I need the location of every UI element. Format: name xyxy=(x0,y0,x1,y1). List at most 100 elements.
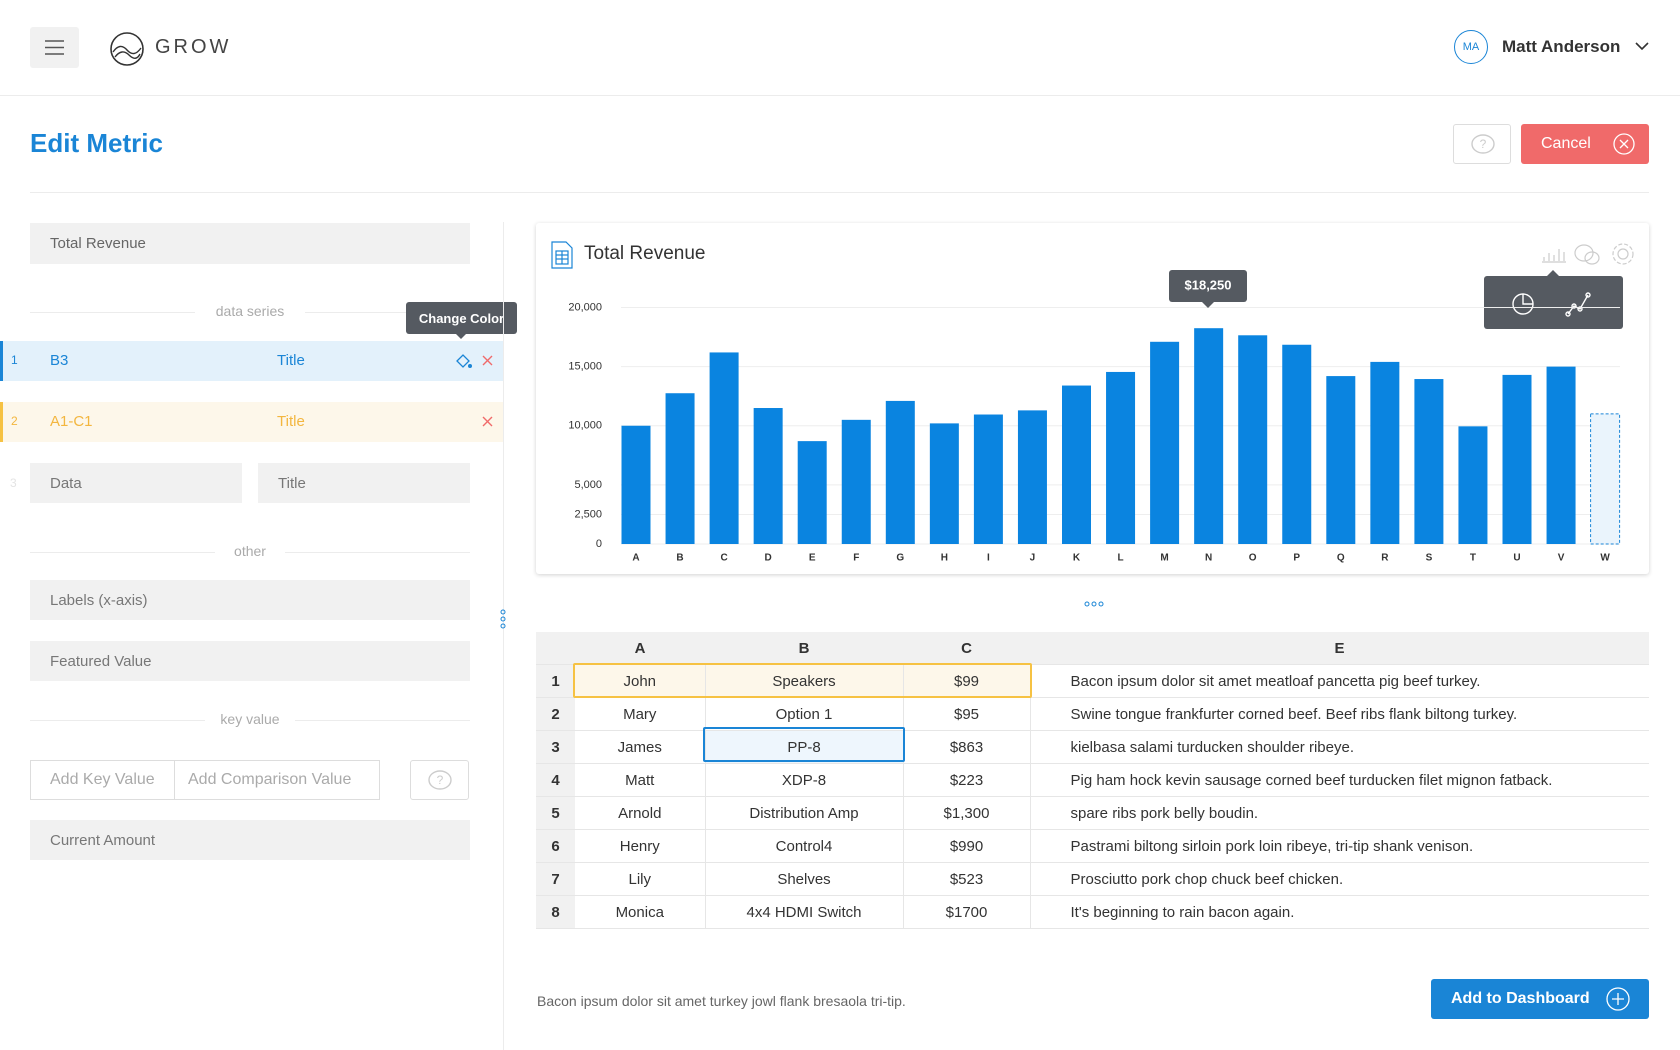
comparison-input[interactable]: Add Comparison Value xyxy=(188,771,352,788)
cancel-button[interactable]: Cancel xyxy=(1521,124,1649,164)
cell: Pig ham hock kevin sausage corned beef t… xyxy=(1029,763,1649,797)
x-tick-label: E xyxy=(809,553,816,564)
x-tick-label: P xyxy=(1293,553,1300,564)
row-number: 6 xyxy=(536,829,575,863)
series-index: 2 xyxy=(11,414,18,428)
header: GROW MA Matt Anderson xyxy=(0,0,1680,96)
cell: It's beginning to rain bacon again. xyxy=(1029,895,1649,929)
y-tick-label: 15,000 xyxy=(568,361,602,373)
cell: 4x4 HDMI Switch xyxy=(704,895,903,929)
x-tick-label: C xyxy=(720,553,727,564)
x-tick-label: R xyxy=(1381,553,1389,564)
help-button[interactable]: ? xyxy=(410,760,469,800)
table-row: 3 James PP-8 $863 kielbasa salami turducken … xyxy=(536,730,1649,764)
column-header: A xyxy=(575,632,705,665)
column-header: C xyxy=(903,632,1030,665)
bar xyxy=(753,408,783,544)
svg-text:?: ? xyxy=(437,773,444,787)
x-tick-label: F xyxy=(853,553,859,564)
cell: $99 xyxy=(902,664,1030,698)
menu-icon xyxy=(45,40,64,55)
table-row: 8 Monica 4x4 HDMI Switch $1700 It's beginnin… xyxy=(536,895,1649,929)
cell: Speakers xyxy=(704,664,903,698)
y-tick-label: 10,000 xyxy=(568,420,602,432)
avatar[interactable]: MA xyxy=(1454,30,1488,64)
cell: $1,300 xyxy=(902,796,1030,830)
cell: $1700 xyxy=(902,895,1030,929)
cell: Arnold xyxy=(575,796,705,830)
cell: John xyxy=(575,664,705,698)
chart-tools[interactable] xyxy=(1542,243,1634,265)
tooltip: Change Color xyxy=(406,302,517,339)
bar xyxy=(1194,328,1224,544)
cell: Option 1 xyxy=(704,697,903,731)
current-input[interactable]: Current Amount xyxy=(30,820,470,860)
svg-text:?: ? xyxy=(1480,137,1487,151)
chevron[interactable] xyxy=(1634,40,1650,52)
section-label: data series xyxy=(195,303,305,319)
cell: $95 xyxy=(902,697,1030,731)
resize-handle[interactable] xyxy=(498,608,508,632)
table-row: 7 Lily Shelves $523 Prosciutto pork chop chu… xyxy=(536,862,1649,896)
key-input[interactable]: Add Key Value xyxy=(50,771,155,788)
menu-pointer xyxy=(1547,270,1559,276)
series-row[interactable]: 1 B3 Title xyxy=(0,341,503,381)
bar xyxy=(841,419,871,544)
remove-icon[interactable] xyxy=(478,413,498,431)
x-tick-label: I xyxy=(987,553,990,564)
key-value-group: Add Key Value Add Comparison Value xyxy=(30,760,380,800)
cell: Bacon ipsum dolor sit amet meatloaf panc… xyxy=(1029,664,1649,698)
help-icon: ? xyxy=(428,770,452,790)
bar xyxy=(1106,371,1136,544)
add-button[interactable]: Add to Dashboard xyxy=(1431,979,1649,1019)
divider xyxy=(174,761,175,799)
bar xyxy=(1282,344,1312,544)
chart-type-menu[interactable] xyxy=(1484,276,1623,329)
bar xyxy=(929,423,959,544)
user-name[interactable]: Matt Anderson xyxy=(1502,37,1621,56)
series-row[interactable]: 2 A1-C1 Title xyxy=(0,402,503,442)
x-tick-label: A xyxy=(632,553,639,564)
chart: Total Revenue 0 2,500 5,000 10,000 15,000 20,… xyxy=(551,241,1634,564)
tooltip-pointer xyxy=(1202,302,1214,308)
labels-input[interactable]: Labels (x-axis) xyxy=(30,580,470,620)
range-input[interactable]: Data xyxy=(30,463,242,503)
cancel-icon xyxy=(1613,133,1635,155)
page-title: Edit Metric xyxy=(30,128,163,158)
cell: Shelves xyxy=(704,862,903,896)
series-index: 3 xyxy=(10,476,17,490)
x-tick-label: G xyxy=(896,553,904,564)
y-tick-label: 0 xyxy=(596,538,602,550)
chart-title: Total Revenue xyxy=(584,243,705,264)
cell: Lily xyxy=(575,862,705,896)
cell: $223 xyxy=(902,763,1030,797)
x-tick-label: Q xyxy=(1337,553,1345,564)
y-tick-label: 20,000 xyxy=(568,301,602,313)
x-tick-label: N xyxy=(1205,553,1212,564)
cell: $523 xyxy=(902,862,1030,896)
cell: $990 xyxy=(902,829,1030,863)
bar xyxy=(885,400,915,544)
divider xyxy=(30,192,1649,193)
row-number: 2 xyxy=(536,697,575,731)
more-handle[interactable] xyxy=(1082,599,1106,609)
x-tick-label: K xyxy=(1073,553,1081,564)
metric-title-input[interactable]: Total Revenue xyxy=(30,223,470,264)
tooltip-text: Change Color xyxy=(418,310,505,326)
x-tick-label: L xyxy=(1117,553,1123,564)
row-number: 8 xyxy=(536,895,575,929)
help-button[interactable]: ? xyxy=(1453,124,1511,164)
bar xyxy=(1370,361,1400,544)
bar xyxy=(797,441,827,544)
x-tick-label: T xyxy=(1470,553,1476,564)
series-actions[interactable] xyxy=(453,352,503,370)
bar xyxy=(1326,376,1356,544)
title-input[interactable]: Title xyxy=(258,463,470,503)
x-tick-label: V xyxy=(1558,553,1565,564)
x-tick-label: S xyxy=(1426,553,1433,564)
featured-input[interactable]: Featured Value xyxy=(30,641,470,681)
placeholder-bar xyxy=(1590,413,1621,545)
menu-button[interactable] xyxy=(30,27,79,68)
bar xyxy=(621,425,651,544)
bar xyxy=(1238,335,1268,544)
